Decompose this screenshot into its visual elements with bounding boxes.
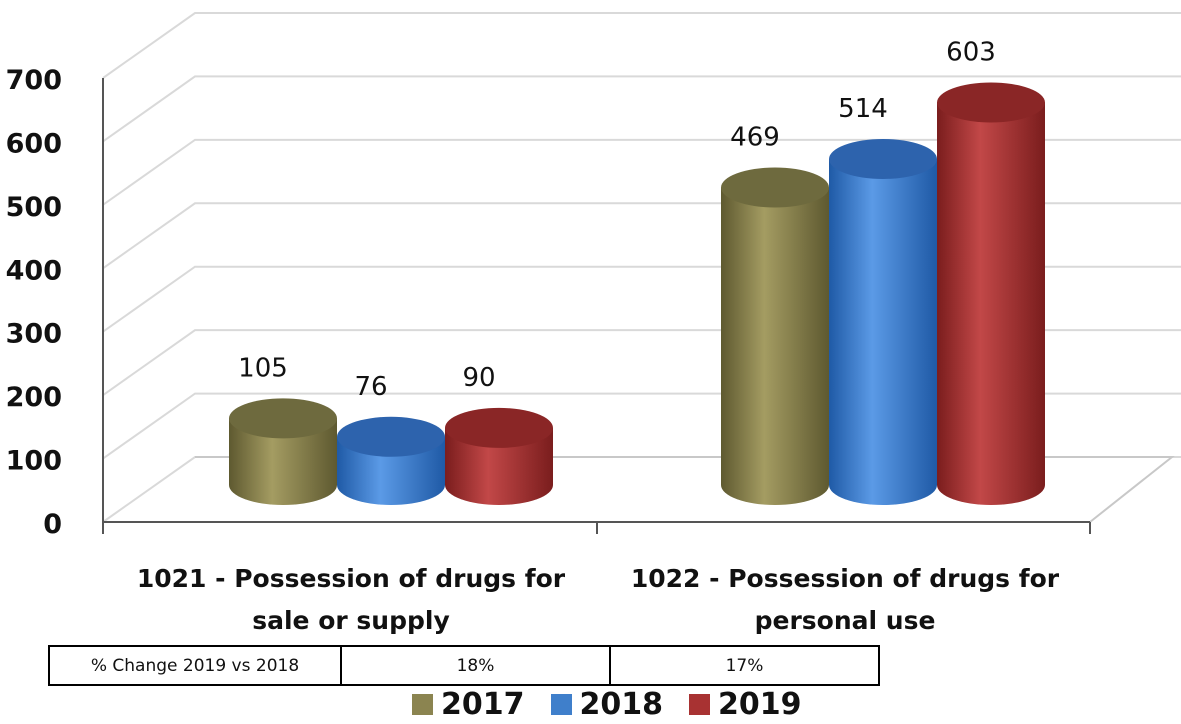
legend-swatch bbox=[550, 693, 572, 715]
y-tick-label: 600 bbox=[6, 128, 62, 159]
data-label: 76 bbox=[354, 372, 387, 402]
bar-top bbox=[721, 167, 829, 208]
legend: 2017 2018 2019 bbox=[412, 684, 802, 724]
bar-2019-1 bbox=[937, 102, 1045, 506]
data-label: 90 bbox=[462, 363, 495, 393]
table-cell: 18% bbox=[340, 645, 611, 686]
legend-label: 2017 bbox=[441, 686, 525, 722]
table-cell: 17% bbox=[609, 645, 880, 686]
percent-change-table: % Change 2019 vs 2018 18% 17% bbox=[48, 645, 880, 686]
category-label-1: 1022 - Possession of drugs for personal … bbox=[630, 564, 1060, 635]
gridline bbox=[102, 138, 1181, 206]
bar-2019-0 bbox=[445, 427, 553, 505]
y-tick-label: 100 bbox=[6, 446, 62, 477]
category-label-0: 1021 - Possession of drugs for sale or s… bbox=[136, 564, 566, 635]
y-tick-label: 200 bbox=[6, 382, 62, 413]
legend-swatch bbox=[412, 693, 433, 715]
data-label: 105 bbox=[238, 353, 288, 383]
bar-2017-0 bbox=[229, 418, 337, 505]
gridline bbox=[102, 12, 1181, 79]
data-label: 603 bbox=[946, 38, 996, 68]
bar-top bbox=[337, 416, 445, 457]
legend-label: 2018 bbox=[579, 686, 664, 722]
y-tick-label: 300 bbox=[6, 319, 62, 350]
legend-item-2017: 2017 bbox=[412, 687, 525, 722]
table-row-label: % Change 2019 vs 2018 bbox=[48, 645, 342, 686]
legend-swatch bbox=[689, 693, 710, 715]
chart-canvas: 0 100 200 300 400 500 600 700 105 76 90 469 514 603 bbox=[6, 12, 1181, 540]
y-tick-label: 400 bbox=[6, 255, 62, 286]
bar-2017-1 bbox=[721, 187, 829, 505]
bar-2018-1 bbox=[829, 158, 937, 505]
table-row: % Change 2019 vs 2018 18% 17% bbox=[48, 645, 880, 686]
gridline bbox=[102, 75, 1181, 143]
bar-top bbox=[937, 82, 1045, 123]
legend-item-2019: 2019 bbox=[689, 687, 802, 722]
y-tick-label: 0 bbox=[43, 509, 62, 540]
y-tick-label: 500 bbox=[6, 192, 62, 223]
bar-top bbox=[829, 138, 937, 179]
legend-label: 2019 bbox=[718, 686, 802, 722]
bar-top bbox=[229, 398, 337, 439]
data-label: 469 bbox=[730, 123, 780, 153]
y-tick-label: 700 bbox=[6, 65, 62, 96]
bar-top bbox=[445, 407, 553, 448]
data-label: 514 bbox=[838, 94, 888, 124]
legend-item-2018: 2018 bbox=[550, 686, 664, 722]
